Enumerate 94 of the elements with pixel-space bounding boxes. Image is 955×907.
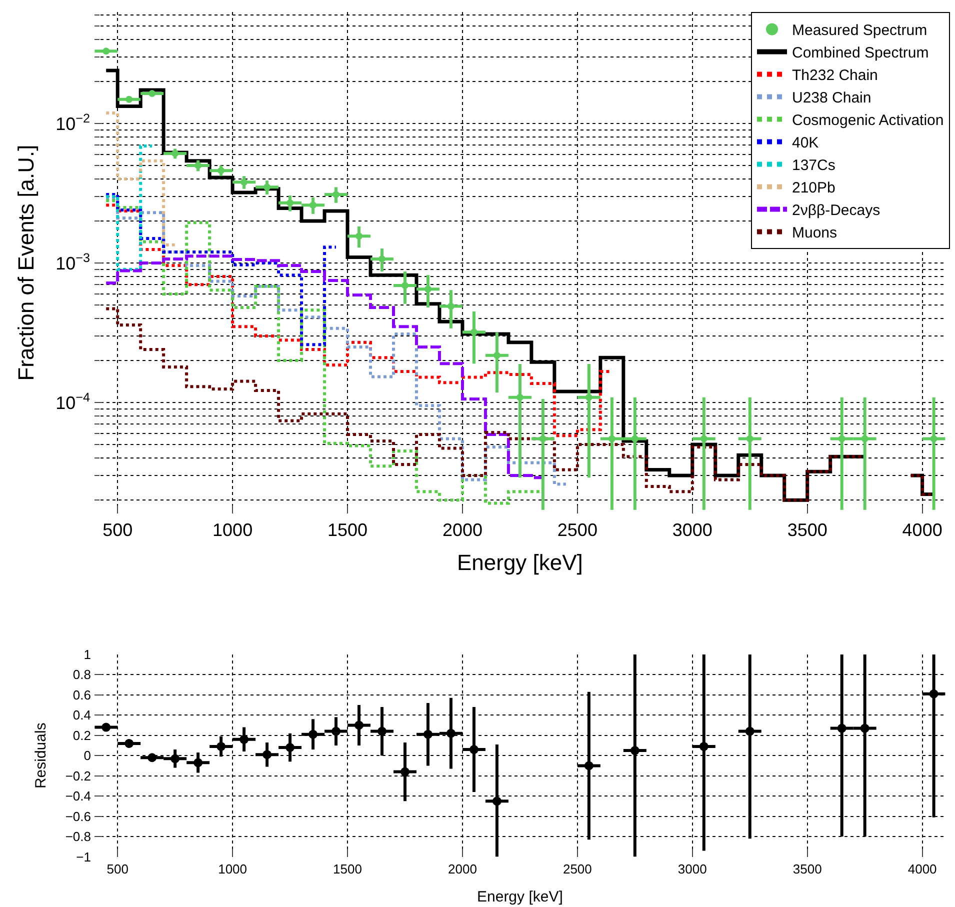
x-tick-label: 1000 xyxy=(212,520,253,540)
y-tick-label: 0 xyxy=(84,748,91,764)
point xyxy=(446,728,456,738)
point xyxy=(172,150,179,157)
point xyxy=(102,722,111,732)
point xyxy=(608,435,616,442)
x-tick-label: 4000 xyxy=(908,861,937,876)
point xyxy=(447,302,454,310)
x-tick-label: 2500 xyxy=(557,520,598,540)
point xyxy=(584,761,594,770)
y-tick-label: −0.4 xyxy=(65,788,91,804)
y-tick-label: −1 xyxy=(76,849,91,864)
y-tick-label: 0.6 xyxy=(72,687,91,702)
point xyxy=(124,738,134,748)
point xyxy=(424,286,432,293)
point xyxy=(493,352,500,359)
legend-label: U238 Chain xyxy=(792,90,872,107)
point xyxy=(308,730,318,739)
point xyxy=(838,435,846,442)
y-axis-title: Residuals xyxy=(32,722,50,789)
legend-label: 137Cs xyxy=(792,157,836,174)
point xyxy=(401,282,408,290)
point xyxy=(218,167,225,174)
point xyxy=(332,726,341,736)
point xyxy=(332,190,340,198)
point xyxy=(194,758,203,768)
point xyxy=(262,750,272,760)
point xyxy=(861,435,868,442)
point xyxy=(356,232,363,240)
y-tick-label: 10$^{−4}$ xyxy=(56,390,90,413)
point xyxy=(700,435,708,442)
point xyxy=(264,184,271,191)
y-tick-label: 10$^{−2}$ xyxy=(56,111,90,134)
point xyxy=(286,743,295,752)
point xyxy=(423,730,432,739)
point xyxy=(378,726,386,736)
point xyxy=(354,720,364,730)
point xyxy=(860,724,870,733)
y-tick-label: −0.6 xyxy=(65,808,91,824)
point xyxy=(470,328,478,336)
point xyxy=(378,255,386,262)
point xyxy=(216,742,226,751)
legend-label: Muons xyxy=(792,224,838,242)
legend-label: Measured Spectrum xyxy=(792,22,928,40)
x-tick-label: 4000 xyxy=(902,520,942,540)
legend-label: Cosmogenic Activation xyxy=(792,112,944,130)
point xyxy=(400,767,410,776)
y-tick-label: 0.2 xyxy=(72,728,91,743)
point xyxy=(194,162,202,170)
x-tick-label: 500 xyxy=(106,861,128,876)
legend-label: 40K xyxy=(792,134,819,152)
y-tick-label: 0.8 xyxy=(72,667,91,682)
x-tick-label: 500 xyxy=(102,520,133,540)
point xyxy=(929,689,938,698)
x-tick-label: 1500 xyxy=(327,520,368,540)
x-tick-label: 3000 xyxy=(678,861,707,876)
point xyxy=(310,202,317,209)
x-tick-label: 3500 xyxy=(787,520,828,540)
point xyxy=(539,435,546,442)
point xyxy=(148,753,157,762)
y-tick-label: 1 xyxy=(84,646,91,662)
point xyxy=(516,394,524,401)
point xyxy=(630,746,640,756)
legend-label: Th232 Chain xyxy=(792,67,878,84)
x-tick-label: 2500 xyxy=(562,861,592,876)
legend-label: Combined Spectrum xyxy=(792,44,929,62)
point xyxy=(170,754,180,764)
x-tick-label: 3500 xyxy=(792,861,822,876)
point xyxy=(240,178,248,186)
point xyxy=(837,724,846,733)
x-axis-title: Energy [keV] xyxy=(477,888,563,906)
y-tick-label: −0.2 xyxy=(65,768,91,784)
point xyxy=(286,199,294,206)
point xyxy=(469,745,478,754)
y-tick-label: −0.8 xyxy=(65,829,91,844)
x-tick-label: 2000 xyxy=(442,520,482,540)
point xyxy=(745,726,754,736)
y-tick-label: 10$^{−3}$ xyxy=(56,250,90,274)
y-tick-label: 0.4 xyxy=(72,708,91,723)
x-axis-title: Energy [keV] xyxy=(456,550,583,576)
point xyxy=(631,435,638,442)
point xyxy=(746,435,754,442)
x-tick-label: 1500 xyxy=(333,861,362,876)
y-axis-title: Fraction of Events [a.U.] xyxy=(13,144,38,381)
x-tick-label: 1000 xyxy=(218,861,248,876)
point xyxy=(930,435,938,442)
point xyxy=(699,742,708,751)
point xyxy=(492,796,502,806)
legend-label: 2νββ-Decays xyxy=(792,202,880,220)
x-tick-label: 3000 xyxy=(672,520,712,540)
point xyxy=(585,394,592,401)
legend-label: 210Pb xyxy=(792,180,836,197)
x-tick-label: 2000 xyxy=(448,861,477,876)
point xyxy=(240,734,249,744)
